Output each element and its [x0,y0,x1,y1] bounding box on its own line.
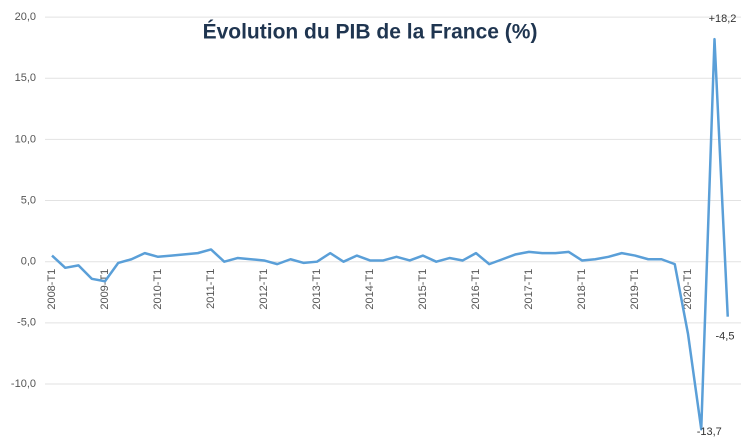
chart-title: Évolution du PIB de la France (%) [203,21,538,44]
y-tick-label: -10,0 [11,378,36,390]
x-tick-label: 2019-T1 [629,269,641,310]
y-tick-label: 20,0 [15,11,36,23]
y-tick-label: -5,0 [17,317,36,329]
x-tick-label: 2008-T1 [46,269,58,310]
x-tick-label: 2020-T1 [682,269,694,310]
y-tick-label: 15,0 [15,72,36,84]
x-tick-label: 2011-T1 [205,269,217,309]
x-tick-label: 2018-T1 [576,269,588,310]
data-label: -13,7 [697,426,722,438]
x-tick-label: 2017-T1 [523,269,535,310]
data-line [51,37,729,431]
x-tick-label: 2016-T1 [470,269,482,310]
x-tick-label: 2012-T1 [258,269,270,310]
x-tick-label: 2010-T1 [152,269,164,310]
data-label: +18,2 [709,13,737,25]
y-tick-label: 0,0 [21,256,36,268]
x-tick-label: 2013-T1 [311,269,323,310]
x-tick-label: 2014-T1 [364,269,376,310]
y-tick-label: 10,0 [15,133,36,145]
y-tick-label: 5,0 [21,194,36,206]
x-tick-label: 2015-T1 [417,269,429,310]
data-label: -4,5 [716,331,735,343]
